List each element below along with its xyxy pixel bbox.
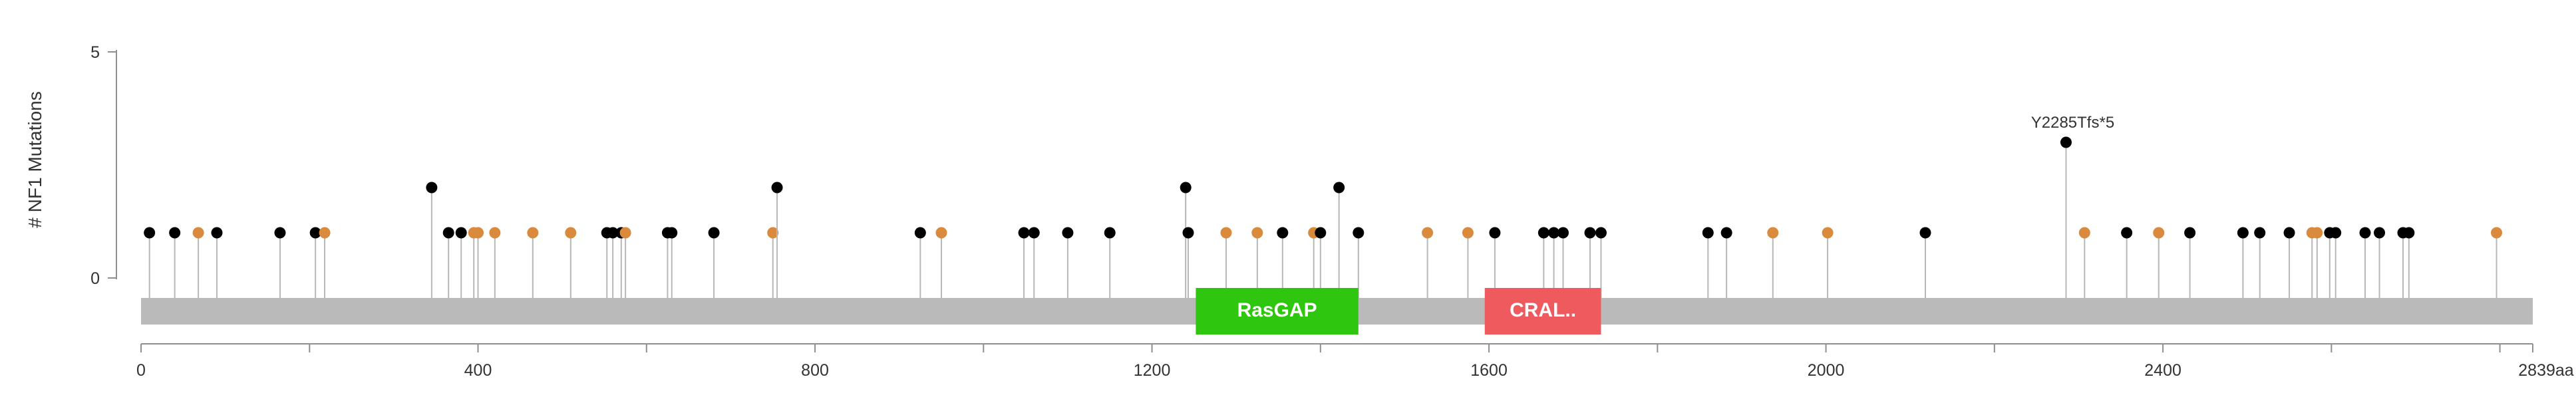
x-tick-label: 0 xyxy=(136,361,146,380)
mutation-dot[interactable] xyxy=(1548,227,1560,239)
y-tick-label-5: 5 xyxy=(90,43,100,62)
mutation-dot[interactable] xyxy=(1537,227,1549,239)
mutation-dot[interactable] xyxy=(2491,227,2503,239)
mutation-dot[interactable] xyxy=(455,227,467,239)
mutation-dot[interactable] xyxy=(472,227,484,239)
mutation-dot[interactable] xyxy=(1182,227,1194,239)
mutation-dot[interactable] xyxy=(442,227,454,239)
mutation-dot[interactable] xyxy=(1489,227,1501,239)
mutation-dot[interactable] xyxy=(2237,227,2249,239)
mutation-dot[interactable] xyxy=(144,227,156,239)
mutation-dot[interactable] xyxy=(767,227,779,239)
mutation-dot[interactable] xyxy=(2403,227,2415,239)
mutation-dot[interactable] xyxy=(211,227,223,239)
mutation-dot[interactable] xyxy=(1557,227,1569,239)
mutation-dot[interactable] xyxy=(1180,182,1192,194)
mutation-dot[interactable] xyxy=(1277,227,1289,239)
mutation-dot[interactable] xyxy=(2254,227,2266,239)
domain-cral-box xyxy=(1484,288,1601,335)
mutation-dot[interactable] xyxy=(1353,227,1365,239)
x-tick-label: 400 xyxy=(464,361,492,380)
mutation-dot[interactable] xyxy=(2283,227,2295,239)
mutation-dot[interactable] xyxy=(1767,227,1779,239)
mutation-dot[interactable] xyxy=(1220,227,1232,239)
mutation-dot[interactable] xyxy=(2374,227,2386,239)
domain-cral-label: CRAL.. xyxy=(1510,299,1576,321)
lollipop-group xyxy=(144,136,2503,298)
mutation-dot[interactable] xyxy=(1018,227,1030,239)
mutation-dot[interactable] xyxy=(2311,227,2323,239)
y-axis-label: # NF1 Mutations xyxy=(25,91,45,227)
x-tick-label: 1600 xyxy=(1470,361,1508,380)
mutation-dot[interactable] xyxy=(1422,227,1434,239)
mutation-dot[interactable] xyxy=(192,227,204,239)
mutation-dot[interactable] xyxy=(2359,227,2371,239)
domain-group: RasGAP CRAL.. xyxy=(1196,288,1601,335)
mutation-dot[interactable] xyxy=(274,227,286,239)
x-tick-label: 2400 xyxy=(2144,361,2181,380)
mutation-dot[interactable] xyxy=(489,227,501,239)
mutation-dot[interactable] xyxy=(914,227,926,239)
mutation-dot[interactable] xyxy=(2121,227,2133,239)
mutation-annotation-label: Y2285Tfs*5 xyxy=(2031,114,2114,132)
x-tick-label: 2000 xyxy=(1808,361,1845,380)
mutation-dot[interactable] xyxy=(619,227,631,239)
mutation-dot[interactable] xyxy=(319,227,331,239)
mutation-dot[interactable] xyxy=(2078,227,2090,239)
mutation-dot[interactable] xyxy=(527,227,539,239)
domain-rasgap-box xyxy=(1196,288,1359,335)
mutation-dot[interactable] xyxy=(771,182,783,194)
mutation-dot[interactable] xyxy=(565,227,577,239)
mutation-dot[interactable] xyxy=(2184,227,2196,239)
mutation-dot[interactable] xyxy=(607,227,619,239)
mutation-dot[interactable] xyxy=(708,227,720,239)
mutation-dot[interactable] xyxy=(2330,227,2342,239)
x-tick-group: 0 400 800 1200 1600 2000 2400 2839aa xyxy=(136,344,2574,380)
x-tick-label: 800 xyxy=(801,361,829,380)
mutation-dot[interactable] xyxy=(1062,227,1074,239)
mutation-dot[interactable] xyxy=(1702,227,1714,239)
mutation-dot[interactable] xyxy=(1462,227,1474,239)
x-tick-label: 1200 xyxy=(1134,361,1171,380)
mutation-dot[interactable] xyxy=(1822,227,1834,239)
mutation-dot[interactable] xyxy=(1919,227,1931,239)
mutation-dot[interactable] xyxy=(1595,227,1607,239)
domain-rasgap-label: RasGAP xyxy=(1237,299,1317,321)
mutation-dot[interactable] xyxy=(666,227,678,239)
y-tick-label-0: 0 xyxy=(90,269,100,288)
mutation-dot[interactable] xyxy=(935,227,947,239)
mutation-dot[interactable] xyxy=(426,182,438,194)
mutation-dot[interactable] xyxy=(309,227,321,239)
mutation-dot[interactable] xyxy=(1315,227,1327,239)
mutation-dot[interactable] xyxy=(1584,227,1596,239)
mutation-dot[interactable] xyxy=(1028,227,1040,239)
mutation-dot[interactable] xyxy=(2153,227,2165,239)
mutation-dot[interactable] xyxy=(1251,227,1263,239)
mutation-dot[interactable] xyxy=(169,227,181,239)
mutation-dot[interactable] xyxy=(1720,227,1732,239)
mutation-dot[interactable] xyxy=(1104,227,1116,239)
mutation-dot[interactable] xyxy=(1333,182,1345,194)
x-tick-label: 2839aa xyxy=(2518,361,2574,380)
mutation-dot[interactable] xyxy=(2060,136,2072,148)
